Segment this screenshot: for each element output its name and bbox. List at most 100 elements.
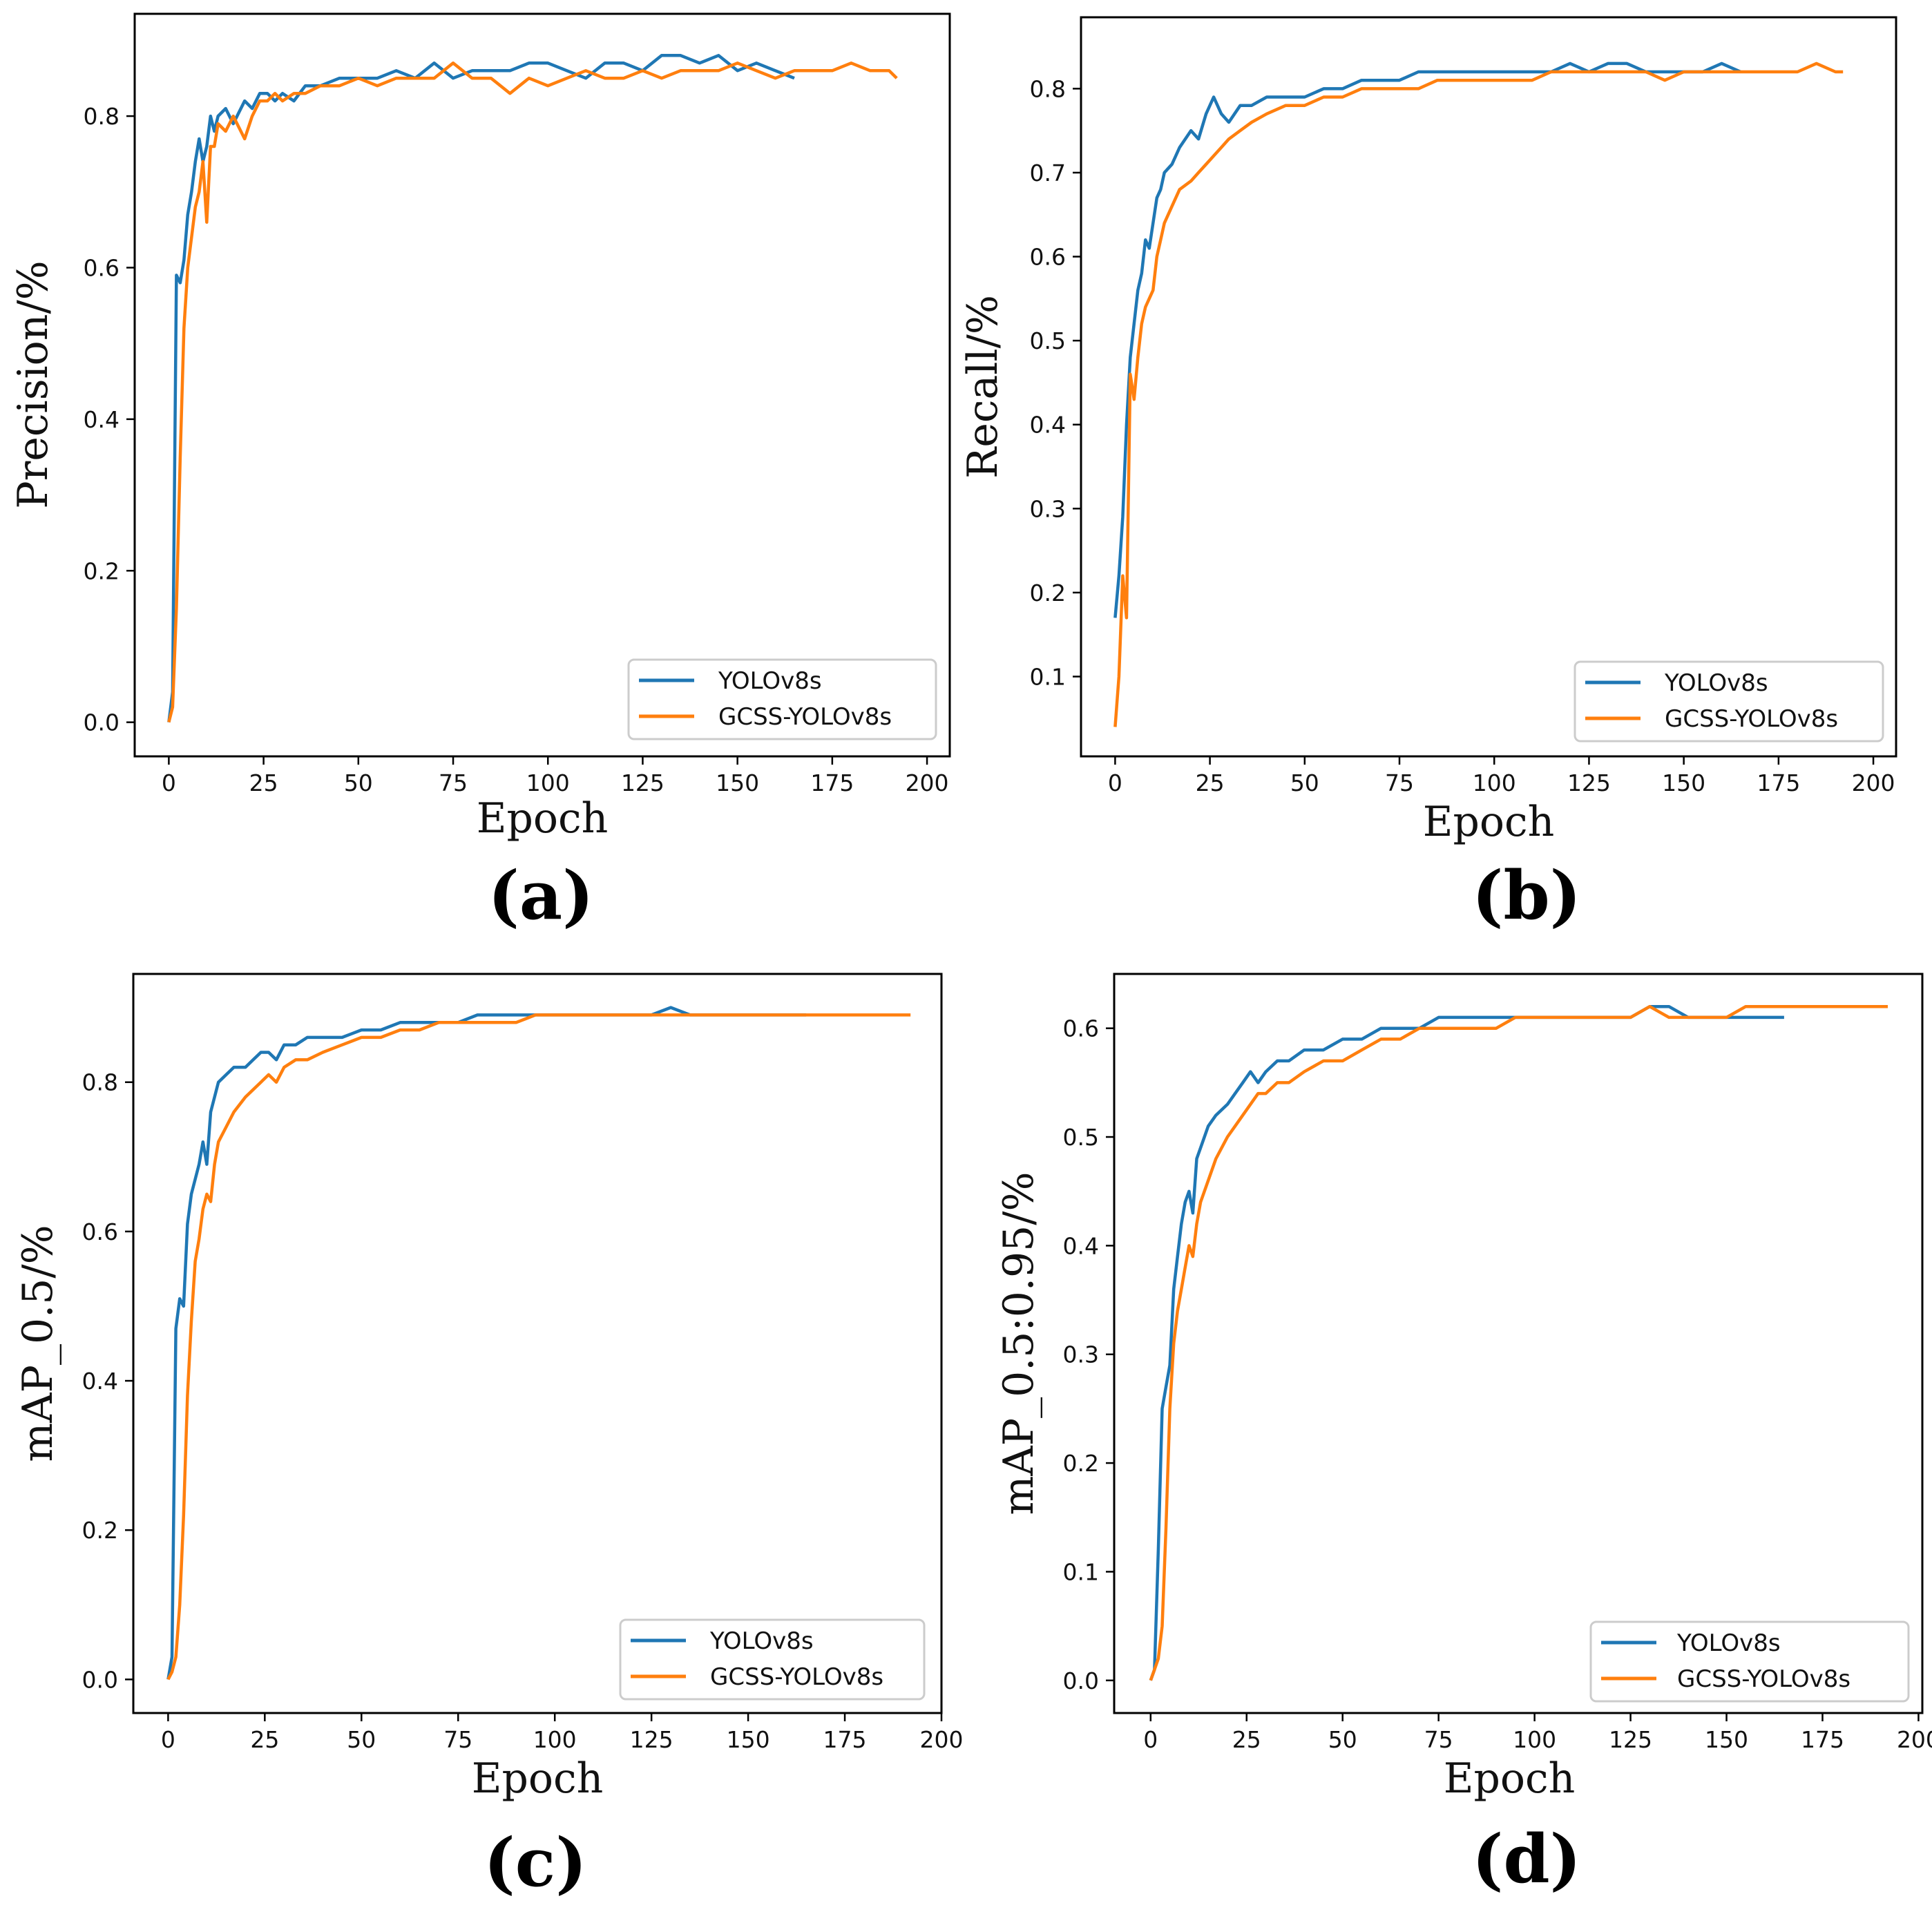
panel-label-a: (a) [488,857,593,935]
x-tick-label-b-150: 150 [1662,769,1705,796]
series-line-b-gcss-yolov8s [1113,61,1844,727]
series-line-d-gcss-yolov8s [1149,1004,1888,1681]
panel-label-b: (b) [1472,857,1581,935]
lines-d [1149,1004,1888,1681]
x-tick-label-c-25: 25 [250,1726,279,1753]
y-tick-label-b-0.7: 0.7 [1030,160,1066,186]
x-tick-label-d-0: 0 [1143,1726,1158,1753]
y-tick-label-d-0: 0.0 [1063,1667,1099,1694]
legend-label-gcss-a: GCSS-YOLOv8s [718,703,892,731]
y-tick-label-c-0.4: 0.4 [82,1368,118,1395]
plot-frame-b [1080,16,1897,758]
legend-label-yolov8s-c: YOLOv8s [709,1627,814,1655]
series-line-a-yolov8s [167,54,795,723]
ticks-c: 0 25 50 75 100 125 150 175 200 0.0 0.2 0.4 0.6 0.8 [82,1069,964,1753]
y-tick-label-a-0.8: 0.8 [84,103,119,130]
panel-label-c: (c) [484,1824,586,1902]
y-axis-label-d: mAP_0.5:0.95/% [995,1171,1043,1515]
y-tick-label-a-0.6: 0.6 [84,254,119,281]
y-tick-label-c-0.2: 0.2 [82,1517,118,1544]
x-tick-label-a-200: 200 [906,769,949,796]
ticks-a: 0 25 50 75 100 125 150 175 200 0.0 0.2 0.4 0.6 0.8 [84,103,949,796]
lines-a [167,54,898,723]
legend-box-d [1589,1620,1910,1703]
plot-frame-d [1113,973,1924,1714]
legend-box-c [619,1618,926,1701]
lines-c [166,1006,911,1681]
legend-label-yolov8s-a: YOLOv8s [718,667,822,695]
panel-label-d: (d) [1472,1820,1581,1898]
y-tick-label-d-0.3: 0.3 [1063,1341,1099,1368]
ticks-b: 0 25 50 75 100 125 150 175 200 0.1 0.2 0.3 0.4 0.5 0.6… [1030,75,1895,796]
x-tick-label-a-0: 0 [162,769,176,796]
y-tick-label-b-0.6: 0.6 [1030,244,1066,271]
series-line-a-gcss-yolov8s [167,61,898,723]
x-tick-label-a-75: 75 [439,769,468,796]
x-tick-label-b-25: 25 [1196,769,1225,796]
y-tick-label-d-0.5: 0.5 [1063,1124,1099,1151]
y-tick-label-d-0.2: 0.2 [1063,1450,1099,1477]
x-tick-label-c-0: 0 [161,1726,175,1753]
series-line-c-gcss-yolov8s [166,1013,911,1681]
y-tick-label-b-0.2: 0.2 [1030,580,1066,606]
x-axis-label-b: Epoch [1423,798,1555,846]
legend-label-gcss-b: GCSS-YOLOv8s [1665,705,1838,733]
x-tick-label-c-150: 150 [727,1726,770,1753]
x-tick-label-c-50: 50 [347,1726,376,1753]
x-tick-label-d-125: 125 [1609,1726,1652,1753]
plot-frame-a [133,12,951,758]
x-tick-label-a-100: 100 [526,769,570,796]
lines-b [1113,61,1844,727]
x-tick-label-b-0: 0 [1108,769,1122,796]
y-axis-label-c: mAP_0.5/% [14,1225,62,1462]
x-tick-label-a-150: 150 [716,769,759,796]
y-tick-label-a-0.4: 0.4 [84,406,119,433]
x-tick-label-d-175: 175 [1801,1726,1844,1753]
legend-box-b [1574,660,1884,743]
x-tick-label-a-125: 125 [621,769,664,796]
y-tick-label-b-0.4: 0.4 [1030,412,1066,439]
x-tick-label-b-100: 100 [1473,769,1516,796]
legend-box-a [627,658,937,740]
x-tick-label-b-50: 50 [1290,769,1319,796]
legend-label-yolov8s-d: YOLOv8s [1676,1629,1781,1657]
x-tick-label-b-75: 75 [1385,769,1414,796]
y-tick-label-d-0.1: 0.1 [1063,1558,1099,1585]
y-tick-label-d-0.4: 0.4 [1063,1232,1099,1259]
x-tick-label-a-175: 175 [810,769,854,796]
legend-label-yolov8s-b: YOLOv8s [1664,669,1768,697]
x-axis-label-d: Epoch [1444,1754,1576,1803]
x-tick-label-c-125: 125 [630,1726,673,1753]
plot-frame-c [132,973,943,1714]
y-axis-label-b: Recall/% [959,295,1007,479]
x-tick-label-a-50: 50 [344,769,373,796]
chart-d: 0 25 50 75 100 125 150 175 200 0.0 0.1 0.2 0.3 0.4 0.5… [995,973,1932,1898]
x-axis-label-a: Epoch [477,794,609,843]
legend-label-gcss-d: GCSS-YOLOv8s [1677,1665,1850,1693]
y-tick-label-c-0: 0.0 [82,1666,118,1693]
x-tick-label-d-200: 200 [1897,1726,1932,1753]
y-tick-label-b-0.5: 0.5 [1030,327,1066,354]
x-tick-label-c-75: 75 [443,1726,472,1753]
x-tick-label-b-175: 175 [1757,769,1800,796]
ticks-d: 0 25 50 75 100 125 150 175 200 0.0 0.1 0.2 0.3 0.4 0.5… [1063,1015,1932,1753]
x-tick-label-d-150: 150 [1705,1726,1748,1753]
legend-b: YOLOv8s GCSS-YOLOv8s [1574,660,1884,743]
x-tick-label-a-25: 25 [249,769,278,796]
x-tick-label-c-200: 200 [920,1726,964,1753]
y-tick-label-c-0.6: 0.6 [82,1218,118,1245]
y-tick-label-a-0: 0.0 [84,709,119,736]
legend-a: YOLOv8s GCSS-YOLOv8s [627,658,937,740]
y-tick-label-a-0.2: 0.2 [84,557,119,584]
x-tick-label-d-75: 75 [1424,1726,1453,1753]
x-tick-label-d-100: 100 [1513,1726,1556,1753]
y-axis-label-a: Precision/% [9,260,57,508]
x-tick-label-c-100: 100 [533,1726,577,1753]
y-tick-label-c-0.8: 0.8 [82,1069,118,1096]
legend-c: YOLOv8s GCSS-YOLOv8s [619,1618,926,1701]
x-tick-label-d-50: 50 [1328,1726,1357,1753]
chart-a: 0 25 50 75 100 125 150 175 200 0.0 0.2 0.4 0.6 0.8 YO… [9,12,951,935]
y-tick-label-d-0.6: 0.6 [1063,1015,1099,1042]
